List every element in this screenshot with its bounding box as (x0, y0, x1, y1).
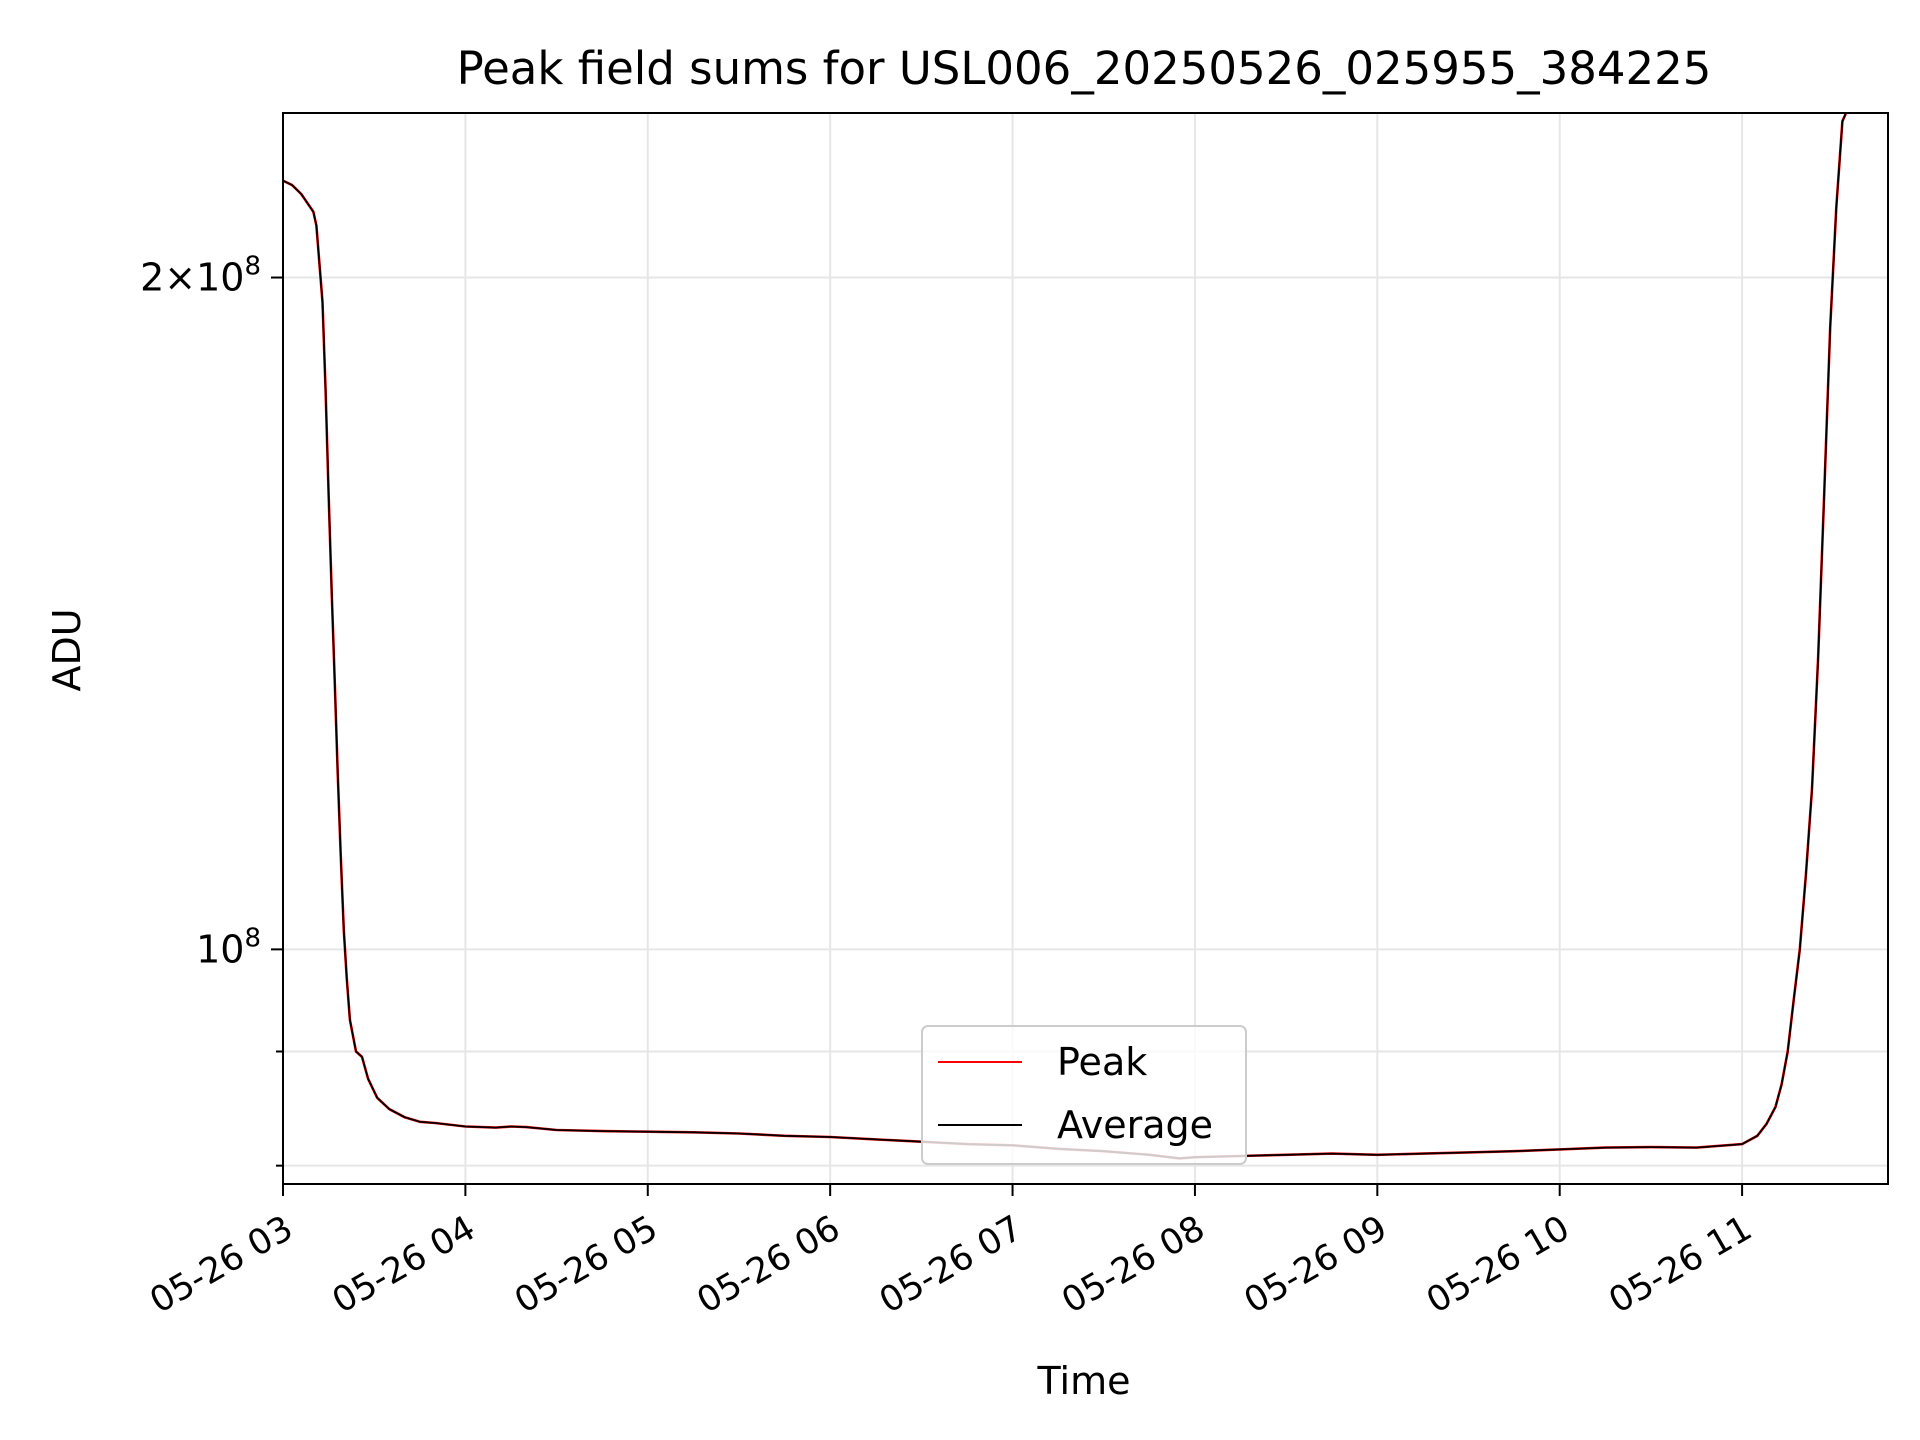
y-tick-label: 2×108 (140, 252, 261, 300)
x-axis-label: Time (1037, 1359, 1131, 1403)
y-axis-label: ADU (45, 608, 89, 691)
y-tick-label: 108 (196, 923, 261, 971)
legend-box (921, 1025, 1247, 1165)
legend-label-peak: Peak (1057, 1040, 1147, 1084)
chart-title: Peak field sums for USL006_20250526_0259… (457, 42, 1712, 95)
plot-frame (282, 112, 1889, 1185)
series-layer (283, 113, 1848, 1160)
legend: Peak Average (921, 1025, 1247, 1165)
series-line-average (283, 113, 1848, 1160)
y-axis-ticks: 108 2×108 (140, 252, 283, 1167)
legend-label-average: Average (1057, 1103, 1213, 1147)
